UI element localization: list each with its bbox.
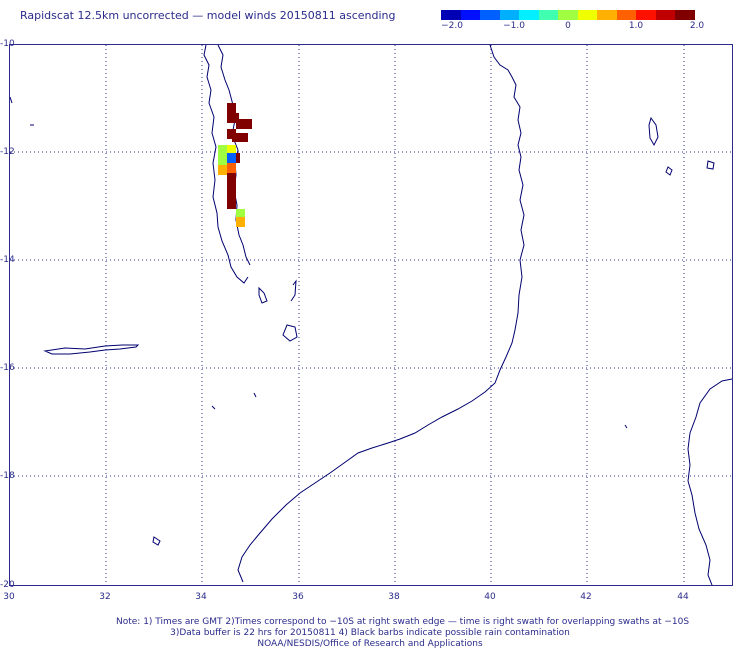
coastlines (10, 45, 732, 585)
lat-label-18s: -18 (0, 471, 15, 481)
graticule (10, 45, 732, 585)
colorbar-swatch-10 (616, 10, 637, 20)
footnote-line-3: NOAA/NESDIS/Office of Research and Appli… (257, 639, 483, 649)
colorbar-swatch-2 (460, 10, 481, 20)
lon-label-40: 40 (484, 592, 496, 602)
lat-label-20s: -20 (0, 580, 15, 590)
lon-label-30: 30 (3, 592, 15, 602)
colorbar (441, 10, 695, 20)
lat-label-12s: -12 (0, 147, 15, 157)
footnote-line-2: 3)Data buffer is 22 hrs for 20150811 4) … (170, 628, 570, 638)
lon-label-38: 38 (388, 592, 400, 602)
colorbar-label-4: 1.0 (628, 21, 644, 31)
lat-label-16s: -16 (0, 363, 15, 373)
lat-label-10s: -10 (0, 39, 15, 49)
colorbar-swatch-1 (441, 10, 461, 20)
lat-label-14s: -14 (0, 255, 15, 265)
colorbar-swatch-9 (597, 10, 617, 20)
colorbar-label-5: 2.0 (689, 21, 705, 31)
colorbar-label-1: −2.0 (441, 21, 463, 31)
colorbar-swatch-7 (558, 10, 578, 20)
lon-label-44: 44 (677, 592, 689, 602)
map-frame (9, 44, 733, 586)
lon-label-42: 42 (580, 592, 592, 602)
chart-title: Rapidscat 12.5km uncorrected — model win… (20, 9, 396, 22)
lon-label-36: 36 (292, 592, 304, 602)
lon-label-34: 34 (195, 592, 207, 602)
footnote-line-1: Note: 1) Times are GMT 2)Times correspon… (116, 617, 690, 627)
colorbar-label-2: −1.0 (503, 21, 525, 31)
wind-difference-pixels (218, 103, 252, 227)
map-svg (10, 45, 732, 585)
lon-label-32: 32 (99, 592, 111, 602)
colorbar-swatch-8 (577, 10, 598, 20)
colorbar-swatch-4 (499, 10, 520, 20)
colorbar-swatch-13 (675, 10, 695, 20)
colorbar-swatch-6 (538, 10, 559, 20)
colorbar-swatch-12 (655, 10, 676, 20)
colorbar-swatch-3 (480, 10, 500, 20)
colorbar-swatch-5 (519, 10, 539, 20)
colorbar-label-3: 0 (565, 21, 571, 31)
colorbar-swatch-11 (636, 10, 656, 20)
